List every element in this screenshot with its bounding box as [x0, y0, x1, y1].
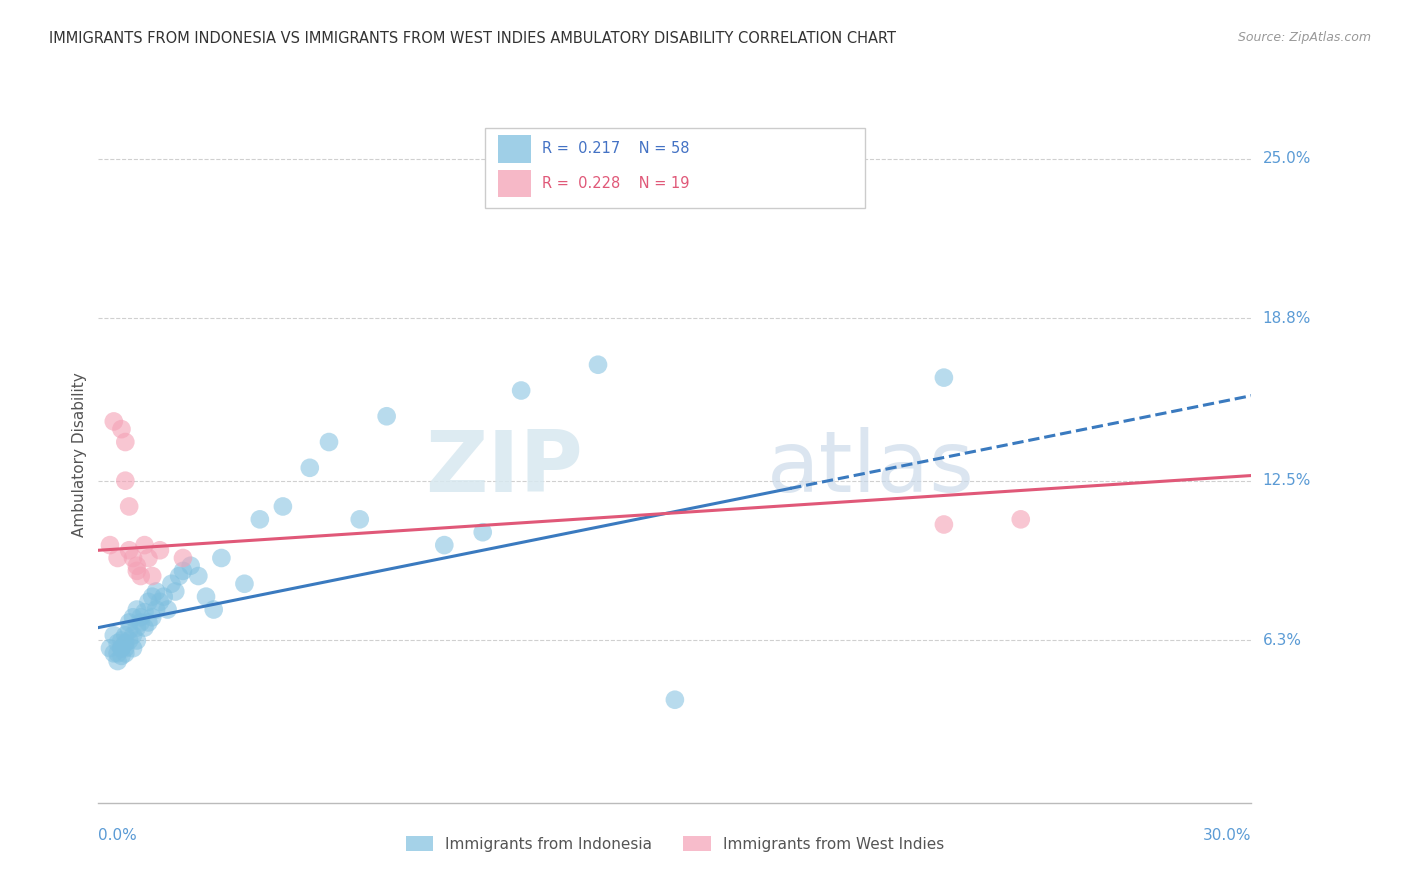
Immigrants from Indonesia: [932, 370, 955, 384]
Immigrants from Indonesia: [195, 590, 218, 604]
Immigrants from Indonesia: [471, 525, 494, 540]
Immigrants from Indonesia: [122, 641, 145, 656]
Immigrants from Indonesia: [134, 605, 156, 619]
FancyBboxPatch shape: [499, 135, 531, 162]
Immigrants from Indonesia: [510, 384, 533, 398]
Immigrants from West Indies: [98, 538, 121, 552]
Text: R =  0.228    N = 19: R = 0.228 N = 19: [543, 176, 690, 191]
Immigrants from Indonesia: [172, 564, 194, 578]
Immigrants from Indonesia: [141, 590, 163, 604]
Text: Source: ZipAtlas.com: Source: ZipAtlas.com: [1237, 31, 1371, 45]
Text: R =  0.217    N = 58: R = 0.217 N = 58: [543, 141, 690, 156]
Immigrants from Indonesia: [122, 610, 145, 624]
Immigrants from Indonesia: [110, 648, 132, 663]
Text: 12.5%: 12.5%: [1263, 473, 1310, 488]
Text: 18.8%: 18.8%: [1263, 310, 1310, 326]
Immigrants from Indonesia: [145, 602, 167, 616]
Immigrants from Indonesia: [167, 569, 190, 583]
Immigrants from Indonesia: [318, 435, 340, 450]
Text: 25.0%: 25.0%: [1263, 151, 1310, 166]
Text: 30.0%: 30.0%: [1204, 828, 1251, 843]
Immigrants from Indonesia: [98, 641, 121, 656]
Immigrants from West Indies: [134, 538, 156, 552]
Immigrants from Indonesia: [118, 623, 141, 637]
Immigrants from Indonesia: [114, 628, 136, 642]
Immigrants from Indonesia: [141, 610, 163, 624]
Immigrants from Indonesia: [433, 538, 456, 552]
Immigrants from Indonesia: [114, 636, 136, 650]
Immigrants from West Indies: [118, 500, 141, 514]
Immigrants from Indonesia: [152, 590, 174, 604]
Immigrants from Indonesia: [125, 621, 148, 635]
Immigrants from Indonesia: [586, 358, 609, 372]
Immigrants from Indonesia: [160, 576, 183, 591]
Immigrants from West Indies: [125, 564, 148, 578]
Immigrants from Indonesia: [149, 595, 172, 609]
Immigrants from Indonesia: [249, 512, 271, 526]
Immigrants from Indonesia: [107, 654, 129, 668]
Immigrants from Indonesia: [107, 646, 129, 660]
Immigrants from West Indies: [1010, 512, 1032, 526]
Immigrants from Indonesia: [125, 602, 148, 616]
Immigrants from Indonesia: [118, 615, 141, 630]
Immigrants from Indonesia: [129, 610, 152, 624]
Immigrants from Indonesia: [103, 646, 125, 660]
Immigrants from Indonesia: [233, 576, 256, 591]
Immigrants from Indonesia: [103, 628, 125, 642]
Immigrants from Indonesia: [156, 602, 179, 616]
Immigrants from Indonesia: [110, 641, 132, 656]
Immigrants from West Indies: [138, 551, 160, 566]
FancyBboxPatch shape: [485, 128, 865, 208]
Immigrants from Indonesia: [664, 692, 686, 706]
Immigrants from Indonesia: [271, 500, 294, 514]
Immigrants from West Indies: [172, 551, 194, 566]
Immigrants from Indonesia: [209, 551, 232, 566]
Text: atlas: atlas: [768, 427, 976, 510]
Immigrants from Indonesia: [138, 615, 160, 630]
Immigrants from West Indies: [110, 422, 132, 436]
Immigrants from Indonesia: [138, 595, 160, 609]
Immigrants from West Indies: [141, 569, 163, 583]
Immigrants from Indonesia: [110, 633, 132, 648]
Immigrants from Indonesia: [165, 584, 187, 599]
Immigrants from Indonesia: [107, 636, 129, 650]
Immigrants from West Indies: [103, 414, 125, 428]
Immigrants from Indonesia: [129, 615, 152, 630]
Immigrants from Indonesia: [134, 621, 156, 635]
Text: 6.3%: 6.3%: [1263, 633, 1302, 648]
Immigrants from West Indies: [149, 543, 172, 558]
Immigrants from Indonesia: [114, 641, 136, 656]
FancyBboxPatch shape: [499, 169, 531, 197]
Text: IMMIGRANTS FROM INDONESIA VS IMMIGRANTS FROM WEST INDIES AMBULATORY DISABILITY C: IMMIGRANTS FROM INDONESIA VS IMMIGRANTS …: [49, 31, 896, 46]
Immigrants from Indonesia: [145, 584, 167, 599]
Immigrants from Indonesia: [118, 633, 141, 648]
Immigrants from Indonesia: [349, 512, 371, 526]
Legend: Immigrants from Indonesia, Immigrants from West Indies: Immigrants from Indonesia, Immigrants fr…: [399, 830, 950, 858]
Immigrants from Indonesia: [125, 633, 148, 648]
Immigrants from West Indies: [125, 558, 148, 573]
Immigrants from West Indies: [129, 569, 152, 583]
Immigrants from Indonesia: [202, 602, 225, 616]
Immigrants from West Indies: [118, 543, 141, 558]
Immigrants from Indonesia: [187, 569, 209, 583]
Text: 0.0%: 0.0%: [98, 828, 138, 843]
Immigrants from Indonesia: [298, 460, 321, 475]
Immigrants from Indonesia: [180, 558, 202, 573]
Immigrants from Indonesia: [110, 641, 132, 656]
Immigrants from Indonesia: [114, 646, 136, 660]
Immigrants from Indonesia: [375, 409, 398, 424]
Immigrants from West Indies: [107, 551, 129, 566]
Y-axis label: Ambulatory Disability: Ambulatory Disability: [72, 373, 87, 537]
Immigrants from West Indies: [114, 435, 136, 450]
Immigrants from Indonesia: [122, 628, 145, 642]
Immigrants from West Indies: [932, 517, 955, 532]
Text: ZIP: ZIP: [425, 427, 582, 510]
Immigrants from West Indies: [122, 551, 145, 566]
Immigrants from West Indies: [114, 474, 136, 488]
